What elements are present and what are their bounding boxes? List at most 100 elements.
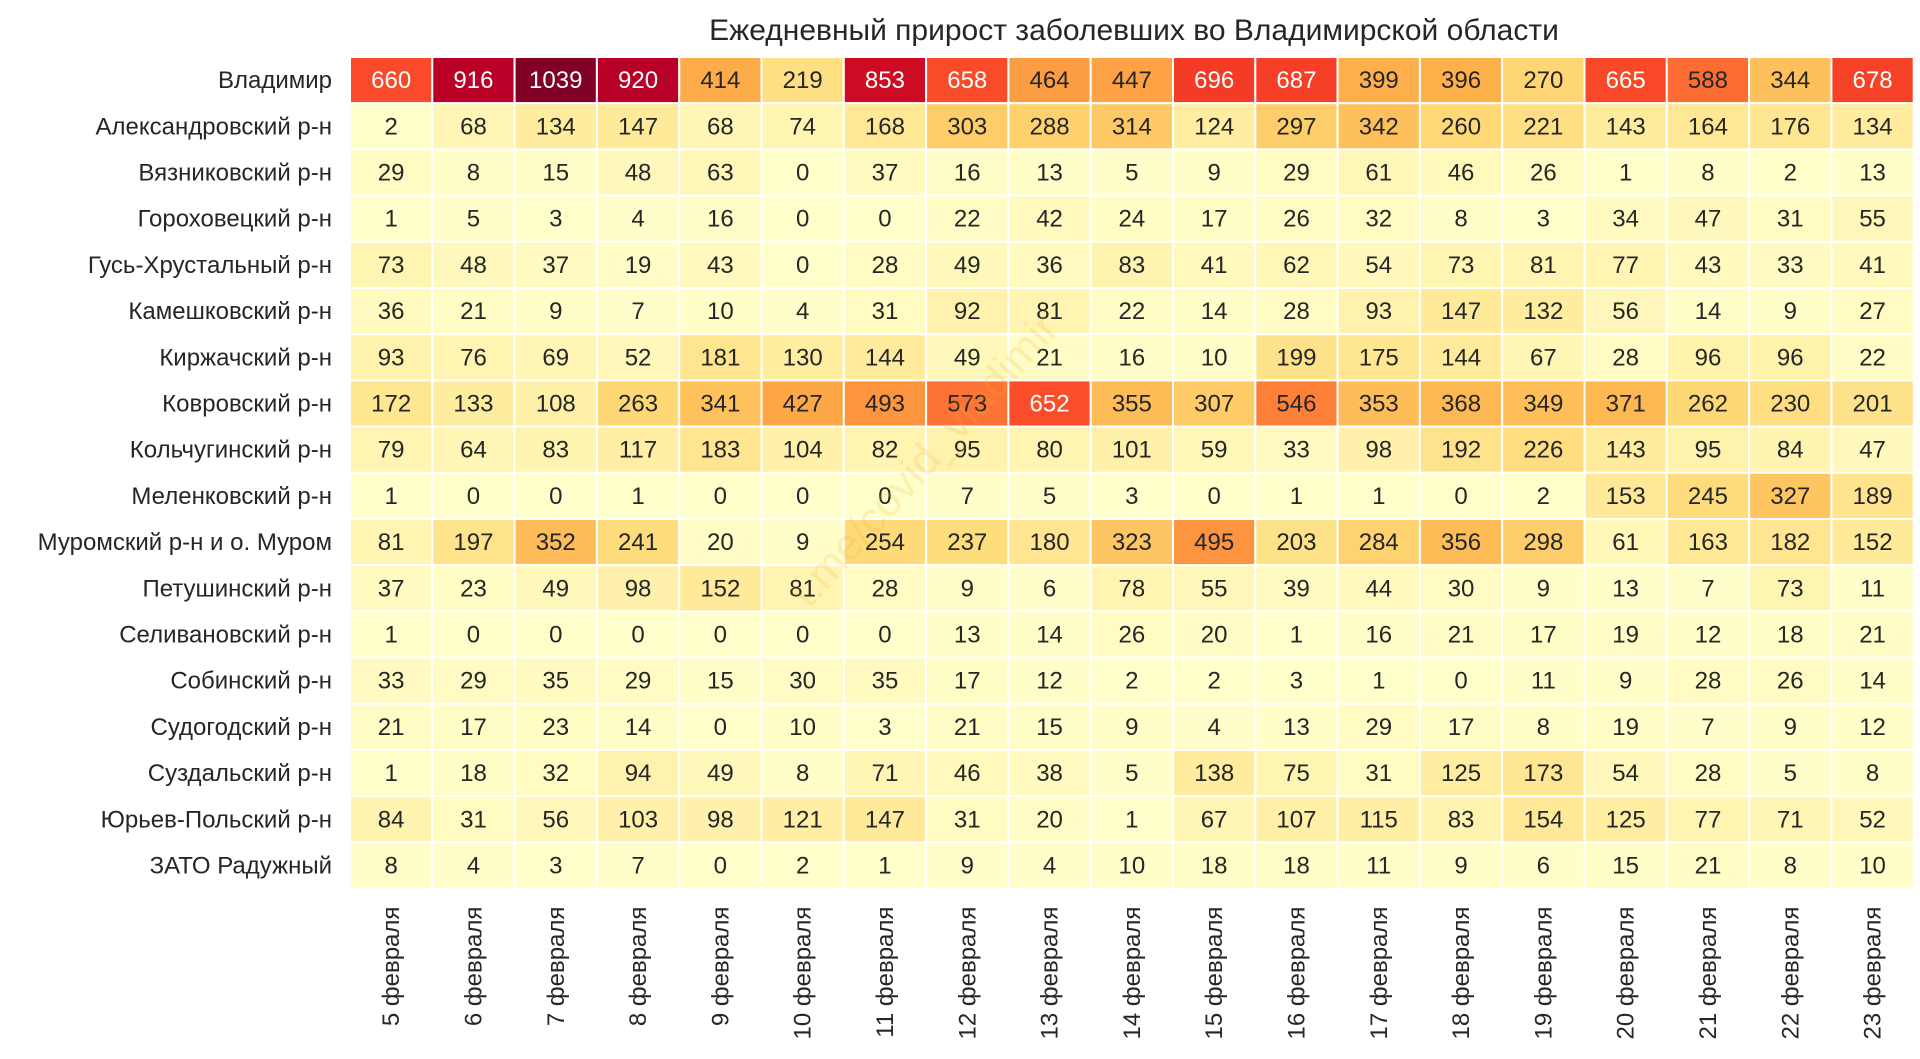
column-label: 23 февраля bbox=[1860, 907, 1887, 1040]
heatmap-cell bbox=[1089, 194, 1174, 243]
cell-value-label: 133 bbox=[453, 391, 493, 418]
cell-value-label: 6 bbox=[1537, 853, 1550, 880]
heatmap-cell bbox=[925, 425, 1010, 474]
cell-value-label: 396 bbox=[1441, 67, 1481, 94]
heatmap-cell bbox=[1665, 471, 1751, 520]
cell-value-label: 164 bbox=[1688, 113, 1728, 140]
cell-value-label: 14 bbox=[625, 714, 652, 741]
cell-value-label: 37 bbox=[542, 252, 569, 279]
cell-value-label: 399 bbox=[1359, 67, 1399, 94]
heatmap-cell bbox=[1665, 56, 1751, 105]
heatmap-cell bbox=[842, 471, 928, 520]
cell-value-label: 98 bbox=[625, 575, 652, 602]
cell-value-label: 2 bbox=[1537, 483, 1550, 510]
cell-value-label: 5 bbox=[467, 206, 480, 233]
heatmap-cell bbox=[349, 518, 434, 567]
cell-value-label: 17 bbox=[460, 714, 487, 741]
cell-value-label: 427 bbox=[783, 391, 823, 418]
cell-value-label: 8 bbox=[1866, 760, 1879, 787]
heatmap-cell bbox=[1418, 518, 1504, 567]
heatmap-cell bbox=[1254, 194, 1339, 243]
cell-value-label: 93 bbox=[1365, 298, 1392, 325]
cell-value-label: 270 bbox=[1523, 67, 1563, 94]
cell-value-label: 368 bbox=[1441, 391, 1481, 418]
cell-value-label: 63 bbox=[707, 160, 734, 187]
cell-value-label: 17 bbox=[1448, 714, 1475, 741]
cell-value-label: 28 bbox=[1695, 668, 1722, 695]
cell-value-label: 414 bbox=[700, 67, 740, 94]
cell-value-label: 221 bbox=[1523, 113, 1563, 140]
cell-value-label: 29 bbox=[625, 668, 652, 695]
row-label: Суздальский р-н bbox=[148, 760, 332, 787]
cell-value-label: 4 bbox=[1207, 714, 1220, 741]
heatmap-cell bbox=[1748, 749, 1833, 798]
heatmap-cell bbox=[431, 425, 516, 474]
cell-value-label: 117 bbox=[619, 437, 657, 464]
cell-value-label: 26 bbox=[1777, 668, 1804, 695]
heatmap-cell bbox=[595, 656, 681, 705]
row-label: ЗАТО Радужный bbox=[150, 853, 332, 880]
cell-value-label: 22 bbox=[1118, 298, 1145, 325]
heatmap-cell bbox=[1748, 841, 1833, 890]
cell-value-label: 15 bbox=[542, 160, 569, 187]
cell-value-label: 93 bbox=[378, 344, 405, 371]
heatmap-cell bbox=[1336, 518, 1421, 567]
cell-value-label: 32 bbox=[1365, 206, 1392, 233]
cell-value-label: 12 bbox=[1859, 714, 1886, 741]
cell-value-label: 13 bbox=[1036, 160, 1063, 187]
heatmap-cell bbox=[1254, 610, 1339, 659]
row-label: Кольчугинский р-н bbox=[130, 437, 332, 464]
cell-value-label: 15 bbox=[1036, 714, 1063, 741]
cell-value-label: 144 bbox=[865, 344, 905, 371]
cell-value-label: 8 bbox=[1537, 714, 1550, 741]
cell-value-label: 44 bbox=[1365, 575, 1392, 602]
cell-value-label: 0 bbox=[714, 622, 727, 649]
cell-value-label: 298 bbox=[1523, 529, 1563, 556]
cell-value-label: 41 bbox=[1859, 252, 1886, 279]
cell-value-label: 2 bbox=[796, 853, 809, 880]
heatmap-cell bbox=[1336, 749, 1421, 798]
cell-value-label: 3 bbox=[549, 853, 562, 880]
heatmap-cell bbox=[513, 287, 598, 336]
chart-title: Ежедневный прирост заболевших во Владими… bbox=[709, 14, 1559, 47]
heatmap-cell bbox=[1665, 518, 1751, 567]
heatmap-cell bbox=[513, 749, 598, 798]
cell-value-label: 262 bbox=[1688, 391, 1728, 418]
cell-value-label: 154 bbox=[1523, 806, 1563, 833]
cell-value-label: 13 bbox=[954, 622, 981, 649]
cell-value-label: 0 bbox=[1207, 483, 1220, 510]
cell-value-label: 73 bbox=[1448, 252, 1475, 279]
heatmap-cell bbox=[842, 425, 928, 474]
heatmap-cell bbox=[1007, 471, 1092, 520]
heatmap-cell bbox=[1007, 610, 1092, 659]
cell-value-label: 447 bbox=[1112, 67, 1152, 94]
heatmap-cell bbox=[1254, 333, 1339, 382]
cell-value-label: 696 bbox=[1194, 67, 1234, 94]
heatmap-cell bbox=[1172, 240, 1257, 290]
heatmap-cell bbox=[1007, 656, 1092, 705]
heatmap-cell bbox=[1830, 425, 1915, 474]
cell-value-label: 26 bbox=[1118, 622, 1145, 649]
heatmap-cell bbox=[1748, 287, 1833, 336]
cell-value-label: 11 bbox=[1860, 575, 1885, 602]
row-label: Владимир bbox=[218, 67, 332, 94]
heatmap-cell bbox=[1089, 148, 1174, 197]
cell-value-label: 48 bbox=[625, 160, 652, 187]
cell-value-label: 314 bbox=[1112, 113, 1152, 140]
heatmap-cell bbox=[678, 656, 763, 705]
heatmap-cell bbox=[925, 102, 1010, 151]
heatmap-cell bbox=[431, 287, 516, 336]
heatmap-cell bbox=[1254, 656, 1339, 705]
heatmap-cell bbox=[431, 656, 516, 705]
heatmap-cell bbox=[1830, 518, 1915, 567]
cell-value-label: 39 bbox=[1283, 575, 1310, 602]
heatmap-cell bbox=[1172, 518, 1257, 567]
heatmap-cell bbox=[1172, 656, 1257, 705]
cell-value-label: 19 bbox=[625, 252, 652, 279]
row-labels: Владимир Александровский р-н Вязниковский … bbox=[38, 67, 332, 879]
cell-value-label: 152 bbox=[1853, 529, 1893, 556]
cell-value-label: 4 bbox=[796, 298, 809, 325]
cell-value-label: 9 bbox=[961, 853, 974, 880]
heatmap-cell bbox=[1665, 148, 1751, 197]
cell-value-label: 8 bbox=[467, 160, 480, 187]
